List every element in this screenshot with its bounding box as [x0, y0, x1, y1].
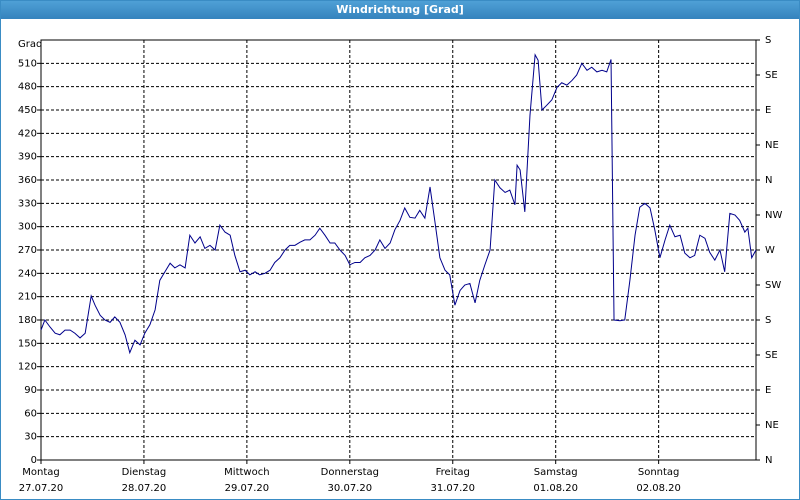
x-tick-date: 27.07.20 — [19, 483, 64, 494]
x-tick-label: Samstag — [534, 467, 578, 478]
y2-tick-label: SW — [765, 280, 781, 291]
y2-tick-label: SE — [765, 70, 778, 81]
x-tick-date: 31.07.20 — [430, 483, 475, 494]
x-tick-label: Montag — [22, 467, 59, 478]
x-tick-date: 28.07.20 — [122, 483, 167, 494]
y-tick-label: 270 — [18, 245, 37, 256]
y2-tick-label: S — [765, 315, 771, 326]
y-tick-label: 150 — [18, 338, 37, 349]
y-tick-label: 60 — [24, 408, 37, 419]
x-tick-label: Dienstag — [122, 467, 167, 478]
y2-tick-label: W — [765, 245, 775, 256]
y-tick-label: 390 — [18, 152, 37, 163]
y-tick-label: 90 — [24, 385, 37, 396]
title-bar: Windrichtung [Grad] — [1, 1, 799, 19]
y2-tick-label: NE — [765, 420, 779, 431]
y-tick-label: 420 — [18, 128, 37, 139]
x-tick-label: Donnerstag — [321, 467, 379, 478]
y2-tick-label: E — [765, 105, 771, 116]
y-tick-label: 450 — [18, 105, 37, 116]
data-line — [40, 53, 757, 355]
y2-tick-label: N — [765, 455, 772, 466]
y-tick-label: 120 — [18, 362, 37, 373]
y2-tick-label: NW — [765, 210, 782, 221]
y-tick-label: 480 — [18, 82, 37, 93]
y2-tick-label: S — [765, 35, 771, 46]
y2-tick-label: N — [765, 175, 772, 186]
y-tick-label: 240 — [18, 268, 37, 279]
y-tick-label: 180 — [18, 315, 37, 326]
x-tick-label: Freitag — [436, 467, 470, 478]
y2-tick-label: E — [765, 385, 771, 396]
y-tick-label: 510 — [18, 58, 37, 69]
x-tick-date: 01.08.20 — [533, 483, 578, 494]
y-tick-label: 360 — [18, 175, 37, 186]
x-tick-date: 30.07.20 — [328, 483, 373, 494]
x-tick-label: Mittwoch — [224, 467, 269, 478]
y-tick-label: 30 — [24, 432, 37, 443]
x-tick-label: Sonntag — [638, 467, 680, 478]
y-tick-label: 300 — [18, 222, 37, 233]
y-tick-label: 210 — [18, 292, 37, 303]
x-tick-date: 29.07.20 — [225, 483, 270, 494]
y-tick-label: 330 — [18, 198, 37, 209]
y-tick-label: 0 — [31, 455, 37, 466]
y-axis-label: Grad — [18, 39, 42, 50]
y2-tick-label: SE — [765, 350, 778, 361]
y2-tick-label: NE — [765, 140, 779, 151]
x-tick-date: 02.08.20 — [636, 483, 681, 494]
